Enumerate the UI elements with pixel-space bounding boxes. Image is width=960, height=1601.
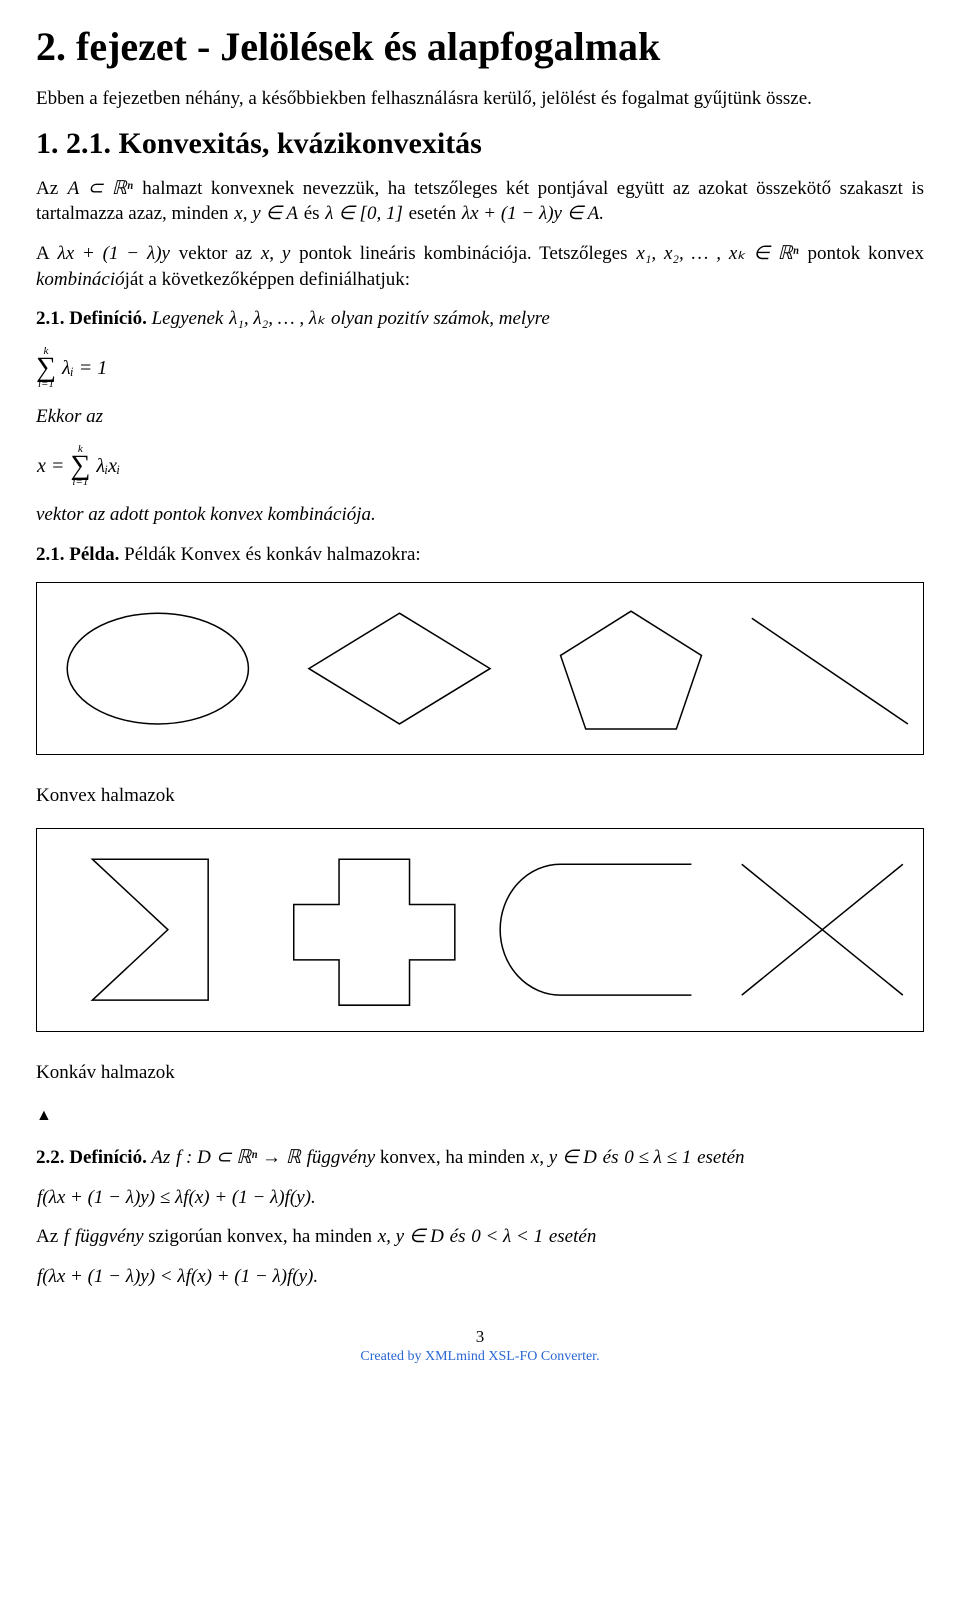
text-italic: esetén xyxy=(544,1226,596,1247)
page: 2. fejezet - Jelölések és alapfogalmak E… xyxy=(0,0,960,1386)
math-inline: λx + (1 − λ)y xyxy=(57,243,171,264)
text: esetén xyxy=(404,203,461,224)
figure-concave-sets xyxy=(36,828,924,1031)
example-2-1: 2.1. Példa. Példák Konvex és konkáv halm… xyxy=(36,542,924,568)
text: ját a következőképpen definiálhatjuk: xyxy=(125,269,410,290)
para-linear-comb: A λx + (1 − λ)y vektor az x, y pontok li… xyxy=(36,241,924,292)
text: szigorúan konvex, ha minden xyxy=(144,1226,377,1247)
strict-convex-line: Az f függvény szigorúan konvex, ha minde… xyxy=(36,1224,924,1250)
triangle-marker: ▲ xyxy=(36,1105,924,1127)
text-italic: olyan pozitív számok, melyre xyxy=(326,308,550,329)
pentagon-shape xyxy=(561,611,702,729)
text-italic: esetén xyxy=(692,1147,744,1168)
sum-lower: i=1 xyxy=(70,477,90,488)
math-inline: λ ∈ [0, 1] xyxy=(324,203,404,224)
text-italic: Legyenek xyxy=(147,308,228,329)
text: Példák Konvex és konkáv halmazokra: xyxy=(119,544,420,565)
text: Created by xyxy=(360,1349,425,1364)
definition-2-2: 2.2. Definíció. Az f : D ⊂ ℝⁿ → ℝ függvé… xyxy=(36,1145,924,1171)
text: és xyxy=(299,203,324,224)
open-shape xyxy=(500,865,691,996)
math-inline: 0 ≤ λ ≤ 1 xyxy=(623,1147,692,1168)
math-inline: λx + (1 − λ)y ∈ A. xyxy=(461,203,605,224)
arrow-k-shape xyxy=(92,860,208,1001)
converter-name: XMLmind XSL-FO Converter xyxy=(425,1349,596,1364)
intro-paragraph: Ebben a fejezetben néhány, a későbbiekbe… xyxy=(36,86,924,112)
sum-symbol: ∑ xyxy=(70,455,90,477)
math-inline: x, y ∈ D xyxy=(530,1147,598,1168)
formula-strict-convex-fn: f(λx + (1 − λ)y) < λf(x) + (1 − λ)f(y). xyxy=(36,1264,924,1290)
definition-label: 2.2. Definíció. xyxy=(36,1147,147,1168)
text: Az xyxy=(36,1226,63,1247)
sum-body: λᵢ = 1 xyxy=(56,357,108,379)
text-italic: és xyxy=(445,1226,470,1247)
math-inline: x, y ∈ A xyxy=(233,203,299,224)
text: A xyxy=(36,243,57,264)
text: Az xyxy=(36,178,67,199)
sum-lower: i=1 xyxy=(36,379,56,390)
formula-convex-fn: f(λx + (1 − λ)y) ≤ λf(x) + (1 − λ)f(y). xyxy=(36,1185,924,1211)
rhombus-shape xyxy=(309,613,490,724)
text: vektor az xyxy=(171,243,260,264)
definition-label: 2.1. Definíció. xyxy=(36,308,147,329)
figure-convex-sets xyxy=(36,582,924,755)
ellipse-shape xyxy=(67,613,248,724)
math-inline: A ⊂ ℝⁿ xyxy=(67,178,134,199)
plus-shape xyxy=(294,860,455,1006)
page-number: 3 xyxy=(36,1326,924,1348)
text-italic: függvény xyxy=(70,1226,143,1247)
text-italic: függvény xyxy=(302,1147,375,1168)
formula-sum-1: k ∑ i=1 λᵢ = 1 xyxy=(36,346,924,390)
sum-symbol: ∑ xyxy=(36,357,56,379)
para-convex-def: Az A ⊂ ℝⁿ halmazt konvexnek nevezzük, ha… xyxy=(36,176,924,227)
text: konvex, ha minden xyxy=(375,1147,530,1168)
vector-line: vektor az adott pontok konvex kombináció… xyxy=(36,502,924,528)
x-equals: x = xyxy=(36,455,70,477)
math-inline: f : D ⊂ ℝⁿ → ℝ xyxy=(175,1147,302,1168)
text: pontok konvex xyxy=(800,243,924,264)
math-inline: λ₁, λ₂, … , λₖ xyxy=(228,308,326,329)
text-italic: és xyxy=(598,1147,623,1168)
ekkor-az: Ekkor az xyxy=(36,404,924,430)
chapter-title: 2. fejezet - Jelölések és alapfogalmak xyxy=(36,24,924,70)
math-inline: x₁, x₂, … , xₖ ∈ ℝⁿ xyxy=(635,243,799,264)
line-shape xyxy=(752,618,908,724)
example-label: 2.1. Példa. xyxy=(36,544,119,565)
formula-sum-2: x = k ∑ i=1 λᵢxᵢ xyxy=(36,444,924,488)
concave-shapes-svg xyxy=(37,829,923,1030)
math-inline: x, y ∈ D xyxy=(377,1226,445,1247)
footer-credit: Created by XMLmind XSL-FO Converter. xyxy=(36,1348,924,1366)
caption-konvex: Konvex halmazok xyxy=(36,783,924,809)
section-title: 1. 2.1. Konvexitás, kvázikonvexitás xyxy=(36,126,924,162)
text-italic: Az xyxy=(147,1147,175,1168)
text: pontok lineáris kombinációja. Tetszőlege… xyxy=(291,243,635,264)
text: . xyxy=(596,1349,600,1364)
math-inline: 0 < λ < 1 xyxy=(470,1226,544,1247)
text-italic: kombináció xyxy=(36,269,125,290)
definition-2-1: 2.1. Definíció. Legyenek λ₁, λ₂, … , λₖ … xyxy=(36,306,924,332)
sum-body: λᵢxᵢ xyxy=(90,455,121,477)
convex-shapes-svg xyxy=(37,583,923,754)
page-footer: 3 Created by XMLmind XSL-FO Converter. xyxy=(36,1326,924,1366)
math-inline: x, y xyxy=(260,243,291,264)
caption-konkav: Konkáv halmazok xyxy=(36,1060,924,1086)
